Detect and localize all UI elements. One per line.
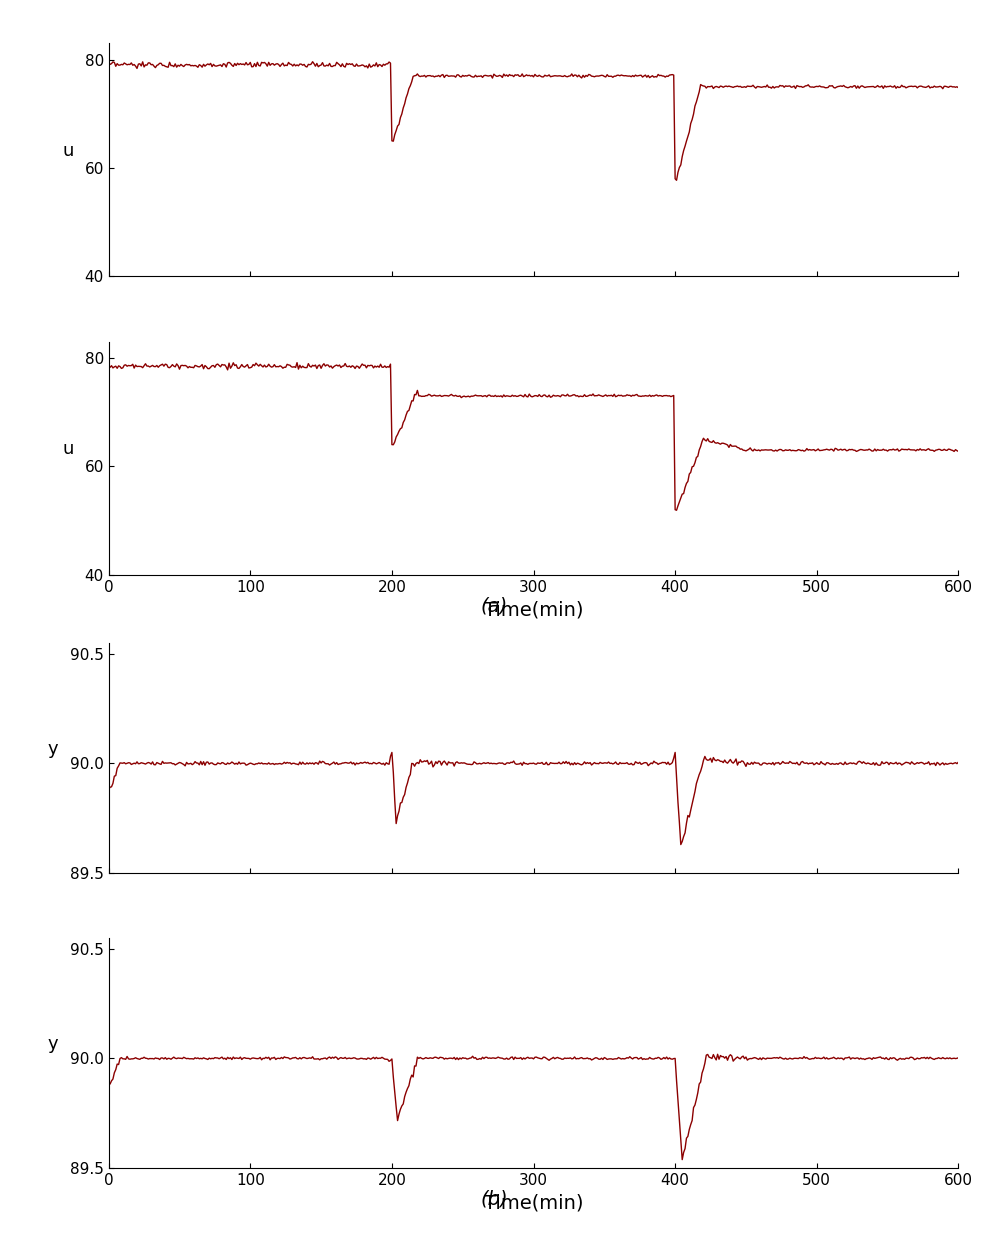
Text: (b): (b) <box>480 1189 508 1209</box>
Y-axis label: y: y <box>48 740 58 758</box>
X-axis label: Time(min): Time(min) <box>484 601 583 619</box>
Y-axis label: y: y <box>48 1035 58 1053</box>
Y-axis label: u: u <box>62 440 73 459</box>
Text: (a): (a) <box>480 596 508 616</box>
X-axis label: Time(min): Time(min) <box>484 1194 583 1213</box>
Y-axis label: u: u <box>62 142 73 159</box>
